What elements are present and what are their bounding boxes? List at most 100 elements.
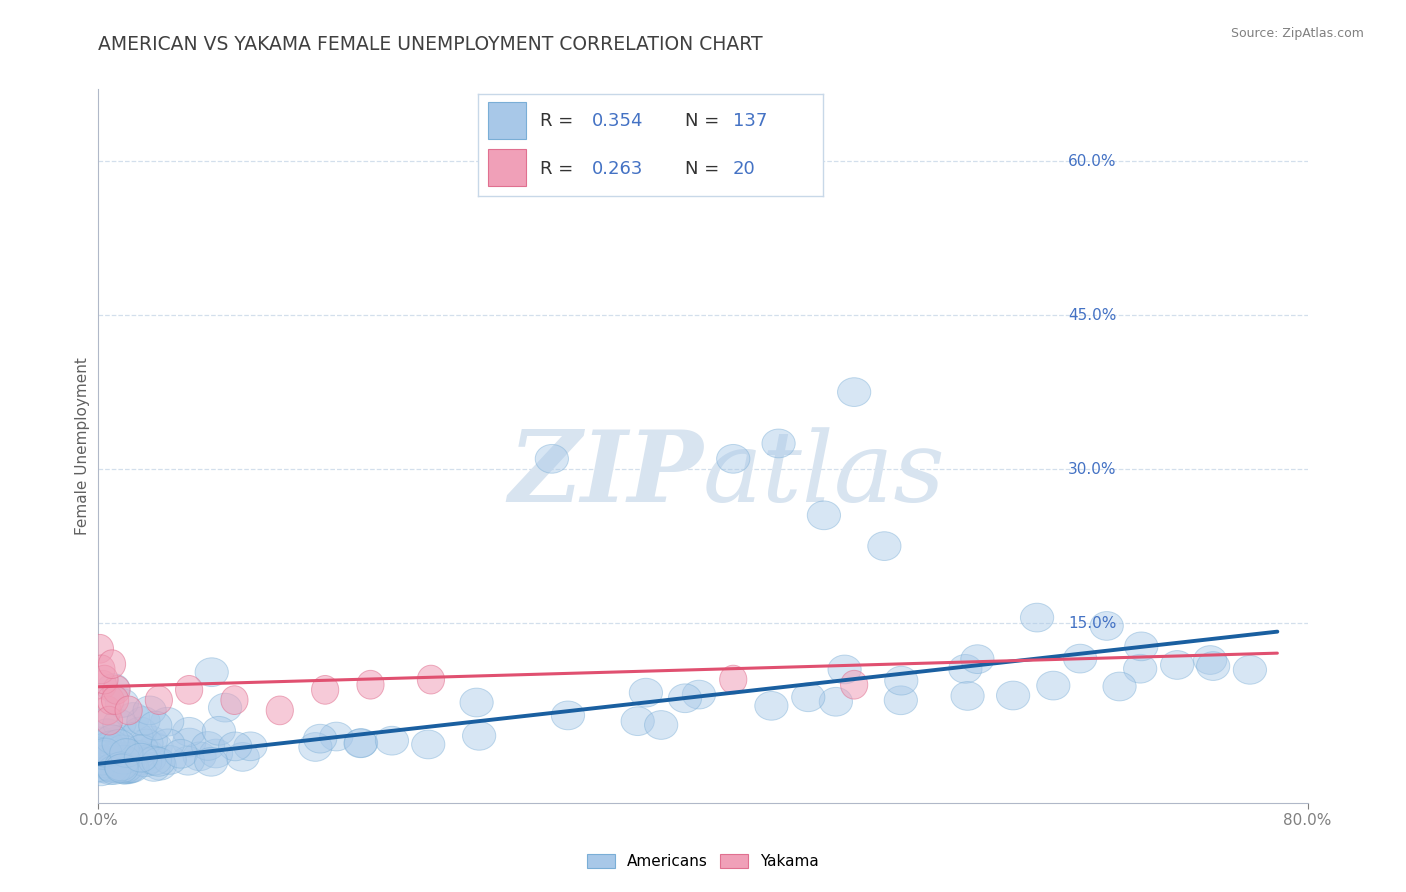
Ellipse shape: [83, 741, 117, 770]
Ellipse shape: [110, 739, 143, 767]
Ellipse shape: [195, 657, 228, 687]
Ellipse shape: [418, 665, 444, 694]
Ellipse shape: [1021, 603, 1053, 632]
Ellipse shape: [111, 755, 145, 783]
Ellipse shape: [172, 747, 204, 775]
Ellipse shape: [145, 686, 173, 714]
Text: 30.0%: 30.0%: [1069, 461, 1116, 476]
Ellipse shape: [682, 681, 716, 709]
Ellipse shape: [266, 696, 294, 725]
Ellipse shape: [218, 732, 252, 761]
Ellipse shape: [87, 738, 121, 766]
Ellipse shape: [202, 716, 235, 745]
Text: 20: 20: [733, 160, 755, 178]
Ellipse shape: [86, 634, 114, 663]
Text: N =: N =: [685, 160, 724, 178]
Ellipse shape: [884, 686, 918, 714]
Ellipse shape: [94, 696, 121, 725]
Ellipse shape: [134, 726, 167, 755]
Ellipse shape: [312, 675, 339, 704]
Text: R =: R =: [540, 112, 579, 130]
Text: 137: 137: [733, 112, 768, 130]
Ellipse shape: [104, 725, 136, 754]
Ellipse shape: [200, 739, 232, 768]
Ellipse shape: [124, 717, 157, 746]
Ellipse shape: [173, 728, 205, 757]
Ellipse shape: [94, 743, 128, 772]
Ellipse shape: [233, 732, 267, 761]
Ellipse shape: [375, 726, 409, 755]
Ellipse shape: [644, 711, 678, 739]
Ellipse shape: [122, 740, 156, 770]
Ellipse shape: [884, 666, 918, 695]
Ellipse shape: [84, 727, 118, 756]
Ellipse shape: [820, 688, 852, 716]
Bar: [488, 149, 526, 186]
Ellipse shape: [950, 681, 984, 710]
Ellipse shape: [960, 645, 994, 673]
Ellipse shape: [868, 532, 901, 560]
Legend: Americans, Yakama: Americans, Yakama: [581, 847, 825, 875]
Ellipse shape: [101, 686, 129, 714]
Ellipse shape: [97, 686, 124, 714]
Ellipse shape: [208, 693, 242, 722]
Ellipse shape: [128, 747, 162, 777]
Ellipse shape: [87, 709, 121, 738]
Ellipse shape: [319, 723, 353, 751]
Text: 0.263: 0.263: [592, 160, 643, 178]
Ellipse shape: [139, 732, 173, 762]
Ellipse shape: [105, 689, 139, 717]
Ellipse shape: [100, 753, 134, 782]
Ellipse shape: [949, 655, 981, 683]
Ellipse shape: [94, 748, 128, 777]
Ellipse shape: [132, 745, 166, 773]
Ellipse shape: [127, 706, 160, 735]
Ellipse shape: [191, 731, 225, 760]
Ellipse shape: [1063, 644, 1097, 673]
Ellipse shape: [138, 753, 170, 781]
Ellipse shape: [107, 756, 141, 784]
Ellipse shape: [1102, 672, 1136, 701]
Ellipse shape: [1197, 652, 1230, 681]
Ellipse shape: [96, 725, 128, 754]
Ellipse shape: [807, 501, 841, 530]
Ellipse shape: [96, 754, 129, 782]
Ellipse shape: [98, 754, 132, 782]
Ellipse shape: [1036, 671, 1070, 700]
Ellipse shape: [792, 683, 825, 712]
Ellipse shape: [103, 747, 135, 776]
Ellipse shape: [720, 665, 747, 694]
Ellipse shape: [536, 444, 568, 474]
Ellipse shape: [630, 678, 662, 707]
Ellipse shape: [103, 675, 131, 704]
Ellipse shape: [114, 754, 148, 782]
Ellipse shape: [120, 722, 153, 751]
Ellipse shape: [357, 671, 384, 699]
Ellipse shape: [96, 706, 122, 735]
Ellipse shape: [90, 749, 122, 778]
Ellipse shape: [108, 749, 142, 778]
Text: R =: R =: [540, 160, 579, 178]
Ellipse shape: [84, 757, 118, 786]
Text: ZIP: ZIP: [508, 426, 703, 523]
Bar: [488, 102, 526, 139]
Ellipse shape: [152, 729, 184, 757]
Ellipse shape: [84, 754, 118, 782]
Ellipse shape: [90, 719, 124, 747]
Text: AMERICAN VS YAKAMA FEMALE UNEMPLOYMENT CORRELATION CHART: AMERICAN VS YAKAMA FEMALE UNEMPLOYMENT C…: [98, 35, 763, 54]
Ellipse shape: [142, 747, 176, 776]
Ellipse shape: [134, 696, 166, 724]
Ellipse shape: [112, 755, 145, 784]
Ellipse shape: [221, 686, 247, 714]
Ellipse shape: [1125, 632, 1159, 661]
Ellipse shape: [87, 740, 121, 769]
Ellipse shape: [103, 730, 135, 758]
Ellipse shape: [1233, 656, 1267, 684]
Ellipse shape: [91, 752, 125, 780]
Ellipse shape: [100, 742, 132, 771]
Text: 45.0%: 45.0%: [1069, 308, 1116, 323]
Ellipse shape: [115, 696, 142, 725]
Ellipse shape: [139, 711, 172, 740]
Ellipse shape: [91, 665, 118, 694]
Ellipse shape: [841, 671, 868, 699]
